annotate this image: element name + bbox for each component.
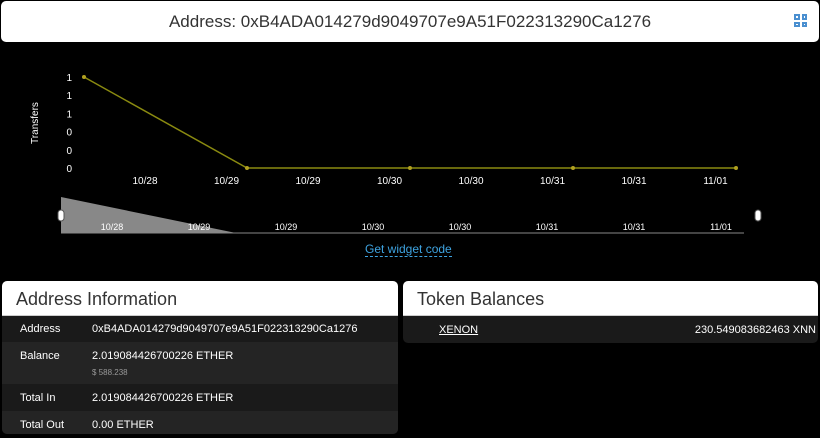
navigator-label: 10/31 (536, 222, 559, 232)
get-widget-code-link[interactable]: Get widget code (365, 242, 452, 257)
token-balances-panel: Token Balances XENON 230.549083682463 XNN (403, 281, 818, 343)
y-tick-label: 0 (66, 128, 72, 139)
x-tick-label: 10/29 (214, 176, 239, 187)
usd-value: $ 588.238 (92, 368, 128, 377)
x-tick-label: 10/30 (377, 176, 402, 187)
series-line (83, 76, 736, 169)
y-tick-label: 1 (66, 109, 72, 120)
panel-title: Address Information (2, 281, 398, 316)
navigator-label: 10/28 (101, 222, 124, 232)
y-tick-label: 1 (66, 91, 72, 102)
data-point[interactable] (408, 166, 412, 170)
data-point[interactable] (571, 166, 575, 170)
data-point[interactable] (245, 166, 249, 170)
navigator-label: 11/01 (710, 222, 732, 232)
address-header: Address: 0xB4ADA014279d9049707e9A51F0223… (1, 1, 819, 42)
value: 0xB4ADA014279d9049707e9A51F022313290Ca12… (92, 323, 358, 335)
x-tick-label: 10/28 (132, 176, 157, 187)
navigator-handle[interactable] (754, 209, 762, 222)
data-point[interactable] (734, 166, 738, 170)
token-link[interactable]: XENON (439, 324, 479, 336)
value: 0.00 ETHER (92, 418, 154, 431)
x-tick-label: 10/31 (540, 176, 565, 187)
token-amount: 230.549083682463 XNN (694, 324, 816, 336)
row-balance: Balance 2.019084426700226 ETHER $ 588.238 (2, 342, 398, 384)
y-tick-label: 0 (66, 164, 72, 175)
y-tick-label: 1 (66, 73, 72, 84)
navigator-label: 10/31 (623, 222, 646, 232)
navigator-label: 10/30 (362, 222, 385, 232)
token-row: XENON 230.549083682463 XNN (403, 316, 818, 342)
value: 2.019084426700226 ETHER (92, 350, 234, 362)
value: 2.019084426700226 ETHER (92, 391, 234, 404)
navigator-handle[interactable] (57, 209, 65, 222)
navigator-label: 10/29 (188, 222, 211, 232)
y-axis-label: Transfers (30, 102, 41, 144)
panel-title: Token Balances (403, 281, 818, 316)
navigator-label: 10/29 (275, 222, 298, 232)
address-title: Address: 0xB4ADA014279d9049707e9A51F0223… (168, 11, 652, 31)
transfers-chart: Transfers 0 0 0 1 1 1 10/28 10/29 10/29 10/30 10/30… (30, 73, 762, 234)
navigator-label: 10/30 (449, 222, 472, 232)
label: Balance (20, 350, 60, 362)
address-information-panel: Address Information Address 0xB4ADA014279… (2, 281, 398, 434)
row-address: Address 0xB4ADA014279d9049707e9A51F022313… (2, 316, 398, 342)
data-point[interactable] (82, 75, 86, 79)
x-tick-label: 10/30 (458, 176, 483, 187)
qr-code-icon[interactable] (794, 14, 807, 27)
x-tick-label: 10/29 (295, 176, 320, 187)
navigator-area (61, 197, 236, 233)
y-tick-label: 0 (66, 146, 72, 157)
x-tick-label: 10/31 (621, 176, 646, 187)
row-total-out: Total Out 0.00 ETHER (2, 411, 398, 434)
label: Address (20, 323, 61, 335)
label: Total Out (20, 418, 65, 431)
label: Total In (20, 391, 56, 404)
row-total-in: Total In 2.019084426700226 ETHER (2, 384, 398, 411)
x-tick-label: 11/01 (703, 176, 728, 187)
